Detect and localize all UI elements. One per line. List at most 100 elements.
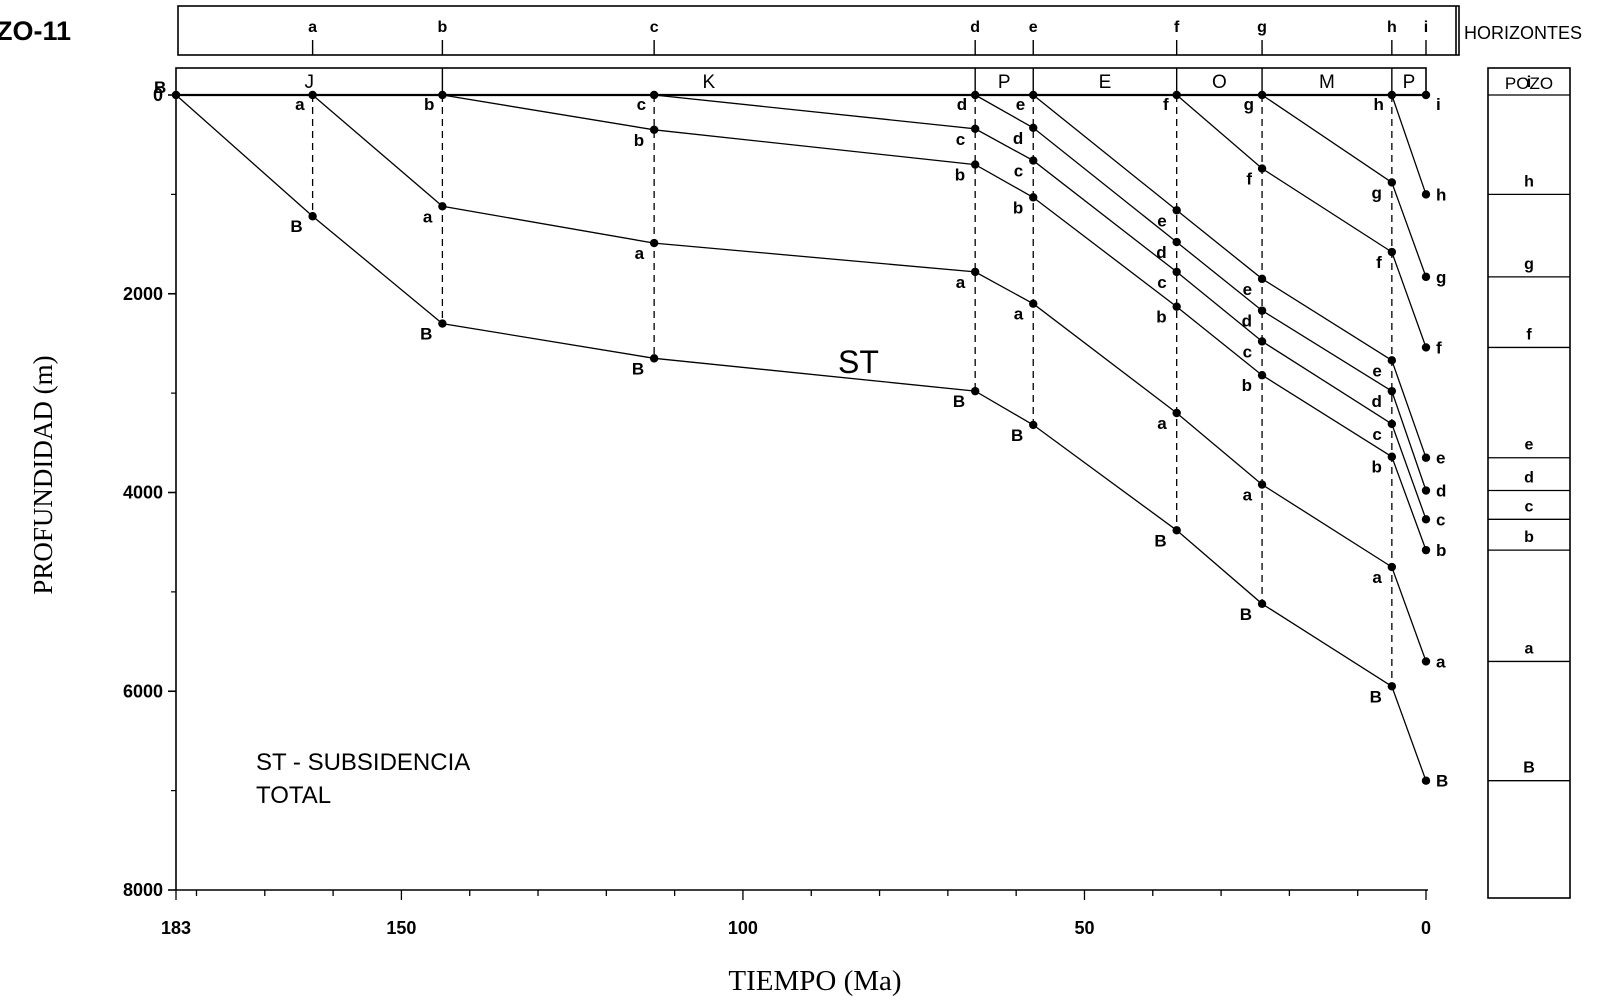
y-tick-label: 8000	[123, 880, 163, 900]
data-point-b	[1172, 302, 1181, 311]
well-horizon-label: c	[1525, 498, 1534, 515]
data-point-d	[1387, 386, 1397, 396]
horizon-marker-label: h	[1387, 19, 1397, 36]
x-tick-label: 183	[161, 918, 191, 938]
data-point-d	[1029, 123, 1038, 132]
data-point-b	[1421, 545, 1431, 555]
burial-curve-d	[974, 94, 1427, 491]
horizon-marker-label: b	[438, 19, 448, 36]
point-label: e	[1157, 211, 1166, 230]
data-point-c	[1257, 337, 1267, 346]
data-point-d	[1421, 486, 1431, 495]
point-label: b	[1436, 541, 1446, 560]
data-point-B	[1421, 776, 1431, 785]
data-point-B	[1172, 526, 1181, 535]
data-point-a	[438, 202, 447, 211]
burial-curve-B	[175, 94, 1427, 781]
data-point-e	[1029, 90, 1038, 100]
well-column	[1487, 67, 1571, 899]
data-point-B	[1029, 420, 1038, 430]
well-horizon-label: i	[1527, 74, 1531, 91]
data-point-a	[1172, 408, 1181, 418]
burial-curve-e	[1032, 94, 1427, 458]
x-tick-label: 50	[1074, 918, 1094, 938]
point-label: h	[1373, 95, 1383, 114]
well-horizon-label: a	[1525, 640, 1534, 657]
x-axis-label: TIEMPO (Ma)	[728, 965, 901, 997]
point-label: c	[637, 95, 646, 114]
horizon-marker-label: e	[1029, 19, 1038, 36]
point-label: b	[634, 131, 644, 150]
point-label: B	[420, 325, 432, 344]
data-point-c	[1421, 515, 1431, 524]
point-label: B	[953, 392, 965, 411]
point-label: e	[1372, 361, 1381, 380]
point-label: b	[424, 95, 434, 114]
data-point-e	[1257, 274, 1267, 284]
point-label: i	[1436, 95, 1441, 114]
data-point-B	[970, 386, 980, 396]
data-point-d	[970, 90, 980, 100]
point-label: h	[1436, 185, 1446, 204]
period-label: M	[1319, 72, 1335, 93]
point-label: d	[1436, 482, 1446, 501]
data-point-h	[1421, 190, 1431, 199]
point-label: d	[1013, 129, 1023, 148]
point-label: B	[1154, 531, 1166, 550]
period-label: P	[998, 72, 1011, 93]
data-point-g	[1387, 178, 1397, 187]
data-point-f	[1257, 164, 1267, 173]
point-label: a	[1157, 414, 1167, 433]
data-point-a	[308, 90, 317, 100]
y-tick-label: 2000	[123, 284, 163, 304]
well-horizon-label: h	[1524, 173, 1534, 190]
well-horizon-label: e	[1525, 437, 1534, 454]
point-label: c	[1372, 425, 1381, 444]
data-point-a	[970, 267, 980, 277]
legend-line-2: TOTAL	[256, 782, 331, 809]
horizons-box	[177, 5, 1460, 56]
point-label: d	[1371, 392, 1381, 411]
data-point-e	[1387, 356, 1397, 365]
data-point-d	[1257, 306, 1267, 315]
data-point-d	[1172, 237, 1181, 247]
st-annotation: ST	[838, 344, 879, 380]
point-label: b	[1371, 458, 1381, 477]
data-point-i	[1421, 90, 1431, 100]
well-horizon-label: g	[1524, 256, 1534, 273]
point-label: c	[1243, 342, 1252, 361]
period-label: J	[304, 72, 314, 93]
data-point-e	[1172, 206, 1181, 215]
point-label: e	[1016, 95, 1025, 114]
point-label: B	[154, 78, 166, 97]
data-point-a	[1257, 480, 1267, 489]
well-horizon-label: B	[1523, 760, 1535, 777]
point-label: f	[1376, 253, 1382, 272]
data-point-B	[171, 90, 181, 100]
data-point-B	[649, 354, 659, 363]
data-point-a	[1421, 657, 1431, 666]
data-point-f	[1387, 247, 1397, 257]
well-column-title: POZO	[1505, 74, 1553, 93]
burial-curve-h	[1391, 94, 1427, 195]
period-label: E	[1099, 72, 1112, 93]
y-tick-label: 4000	[123, 483, 163, 503]
period-bar	[175, 67, 1427, 96]
data-point-a	[649, 238, 659, 248]
point-label: b	[1013, 198, 1023, 217]
data-point-f	[1172, 90, 1181, 100]
point-label: a	[423, 207, 433, 226]
data-point-c	[649, 90, 659, 100]
point-label: a	[1014, 305, 1024, 324]
data-point-h	[1387, 90, 1397, 100]
point-label: e	[1243, 280, 1252, 299]
x-tick-label: 150	[386, 918, 416, 938]
data-point-g	[1257, 90, 1267, 100]
point-label: B	[1011, 426, 1023, 445]
y-axis-label: PROFUNDIDAD (m)	[28, 355, 58, 594]
point-label: b	[1242, 376, 1252, 395]
data-point-B	[308, 212, 317, 221]
legend-line-1: ST - SUBSIDENCIA	[256, 749, 470, 776]
point-label: b	[1156, 308, 1166, 327]
data-point-b	[649, 125, 659, 134]
